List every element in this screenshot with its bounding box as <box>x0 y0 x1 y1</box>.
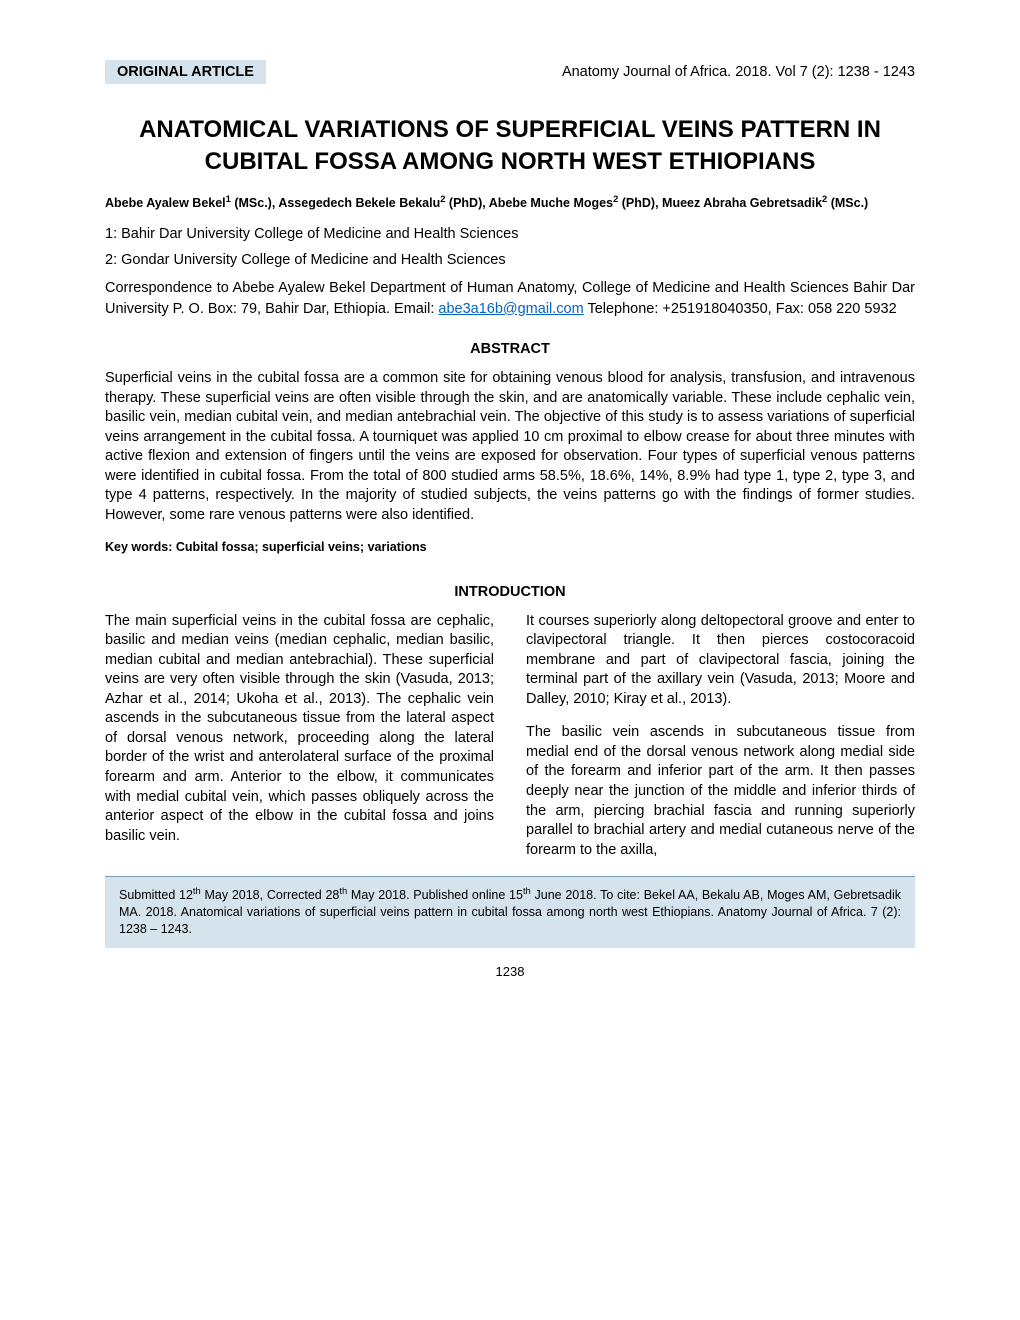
introduction-heading: INTRODUCTION <box>105 584 915 600</box>
article-title: ANATOMICAL VARIATIONS OF SUPERFICIAL VEI… <box>105 114 915 179</box>
intro-col-left: The main superficial veins in the cubita… <box>105 612 494 861</box>
correspondence-block: Correspondence to Abebe Ayalew Bekel Dep… <box>105 278 915 319</box>
intro-col2-p2: The basilic vein ascends in subcutaneous… <box>526 723 915 860</box>
author-list: Abebe Ayalew Bekel1 (MSc.), Assegedech B… <box>105 193 915 213</box>
header-row: ORIGINAL ARTICLE Anatomy Journal of Afri… <box>105 60 915 84</box>
page-number: 1238 <box>105 964 915 979</box>
correspondence-email-link[interactable]: abe3a16b@gmail.com <box>438 301 583 317</box>
intro-col2-p1: It courses superiorly along deltopectora… <box>526 612 915 710</box>
citation-box: Submitted 12th May 2018, Corrected 28th … <box>105 876 915 948</box>
journal-citation: Anatomy Journal of Africa. 2018. Vol 7 (… <box>562 64 915 80</box>
affiliation-1: 1: Bahir Dar University College of Medic… <box>105 226 915 242</box>
abstract-text: Superficial veins in the cubital fossa a… <box>105 369 915 526</box>
article-type-badge: ORIGINAL ARTICLE <box>105 60 266 84</box>
correspondence-suffix: Telephone: +251918040350, Fax: 058 220 5… <box>584 301 897 317</box>
affiliation-2: 2: Gondar University College of Medicine… <box>105 252 915 268</box>
abstract-heading: ABSTRACT <box>105 341 915 357</box>
keywords: Key words: Cubital fossa; superficial ve… <box>105 540 915 554</box>
intro-col-right: It courses superiorly along deltopectora… <box>526 612 915 861</box>
introduction-columns: The main superficial veins in the cubita… <box>105 612 915 861</box>
